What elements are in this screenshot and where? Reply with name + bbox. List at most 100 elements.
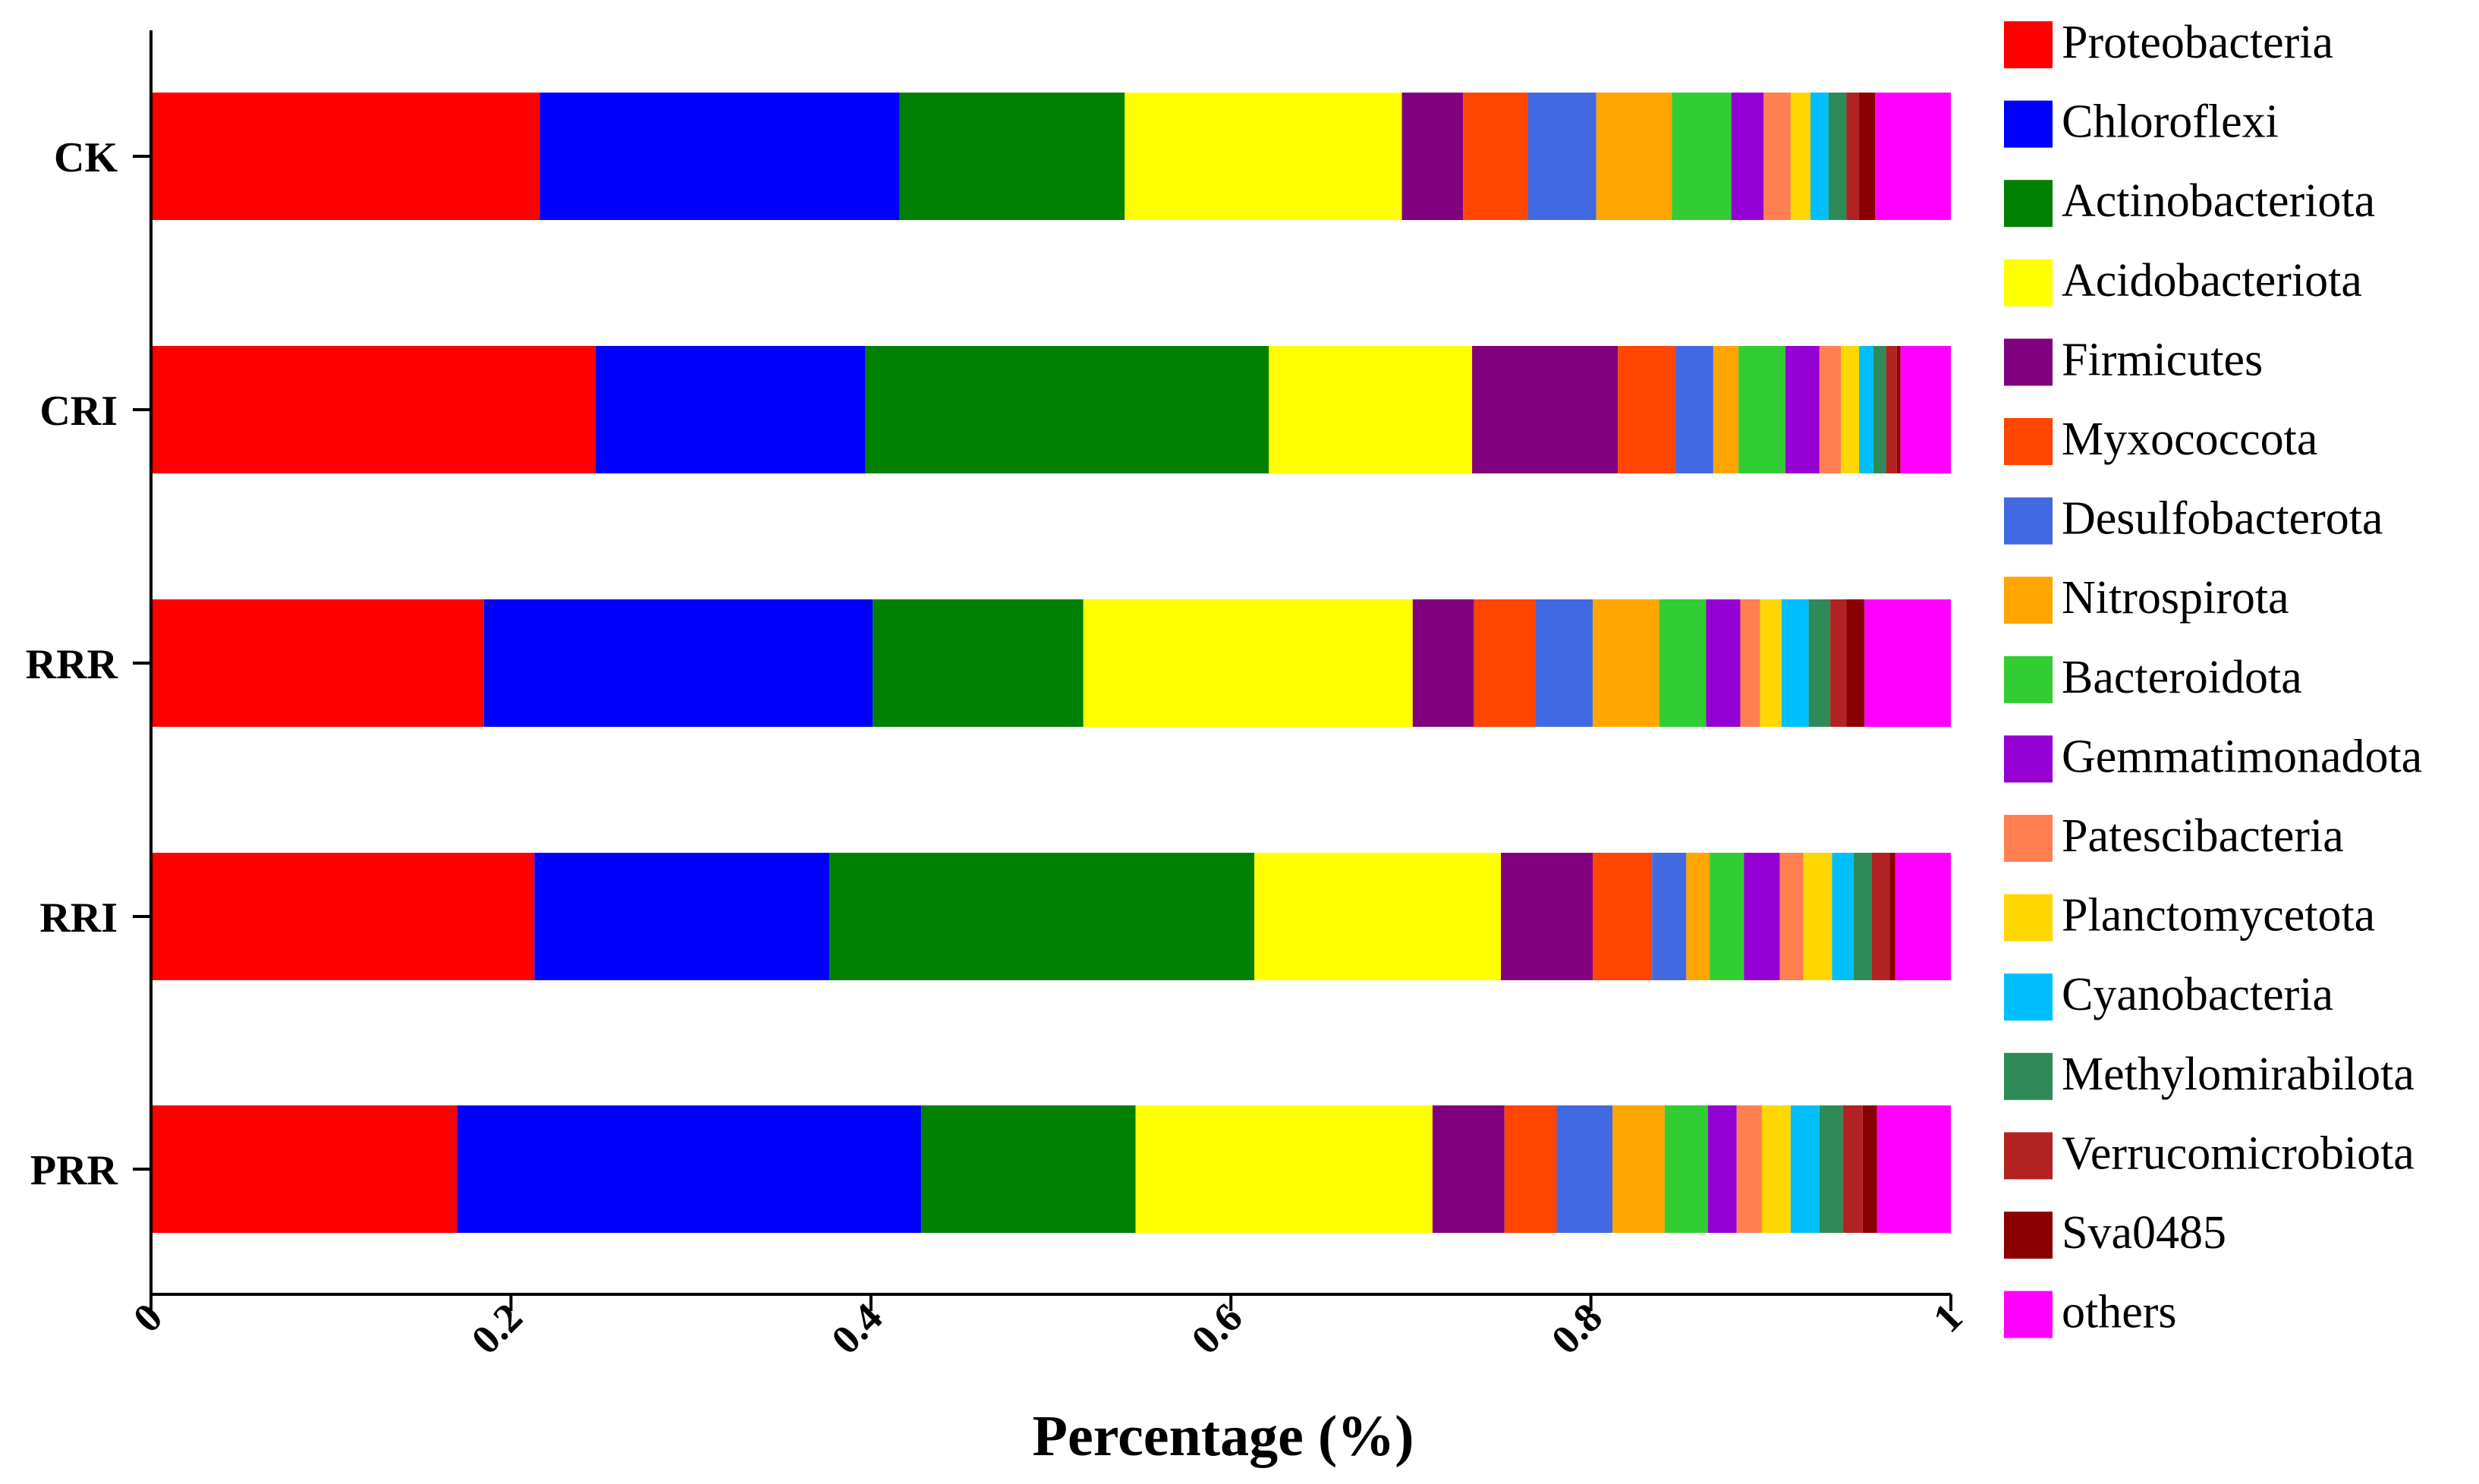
x-axis-title: Percentage (%) [1033, 1404, 1414, 1468]
bar-group-rrr [151, 599, 1951, 727]
bar-segment-rri-methylomirabilota [1853, 853, 1872, 980]
legend-swatch [2004, 338, 2053, 386]
bar-segment-rrr-chloroflexi [483, 599, 873, 727]
bar-segment-cri-bacteroidota [1738, 346, 1785, 473]
bar-segment-cri-myxococcota [1618, 346, 1676, 473]
bar-segment-cri-cyanobacteria [1859, 346, 1874, 473]
bar-segment-rri-firmicutes [1501, 853, 1593, 980]
bar-segment-cri-sva0485 [1896, 346, 1901, 473]
legend-swatch [2004, 180, 2053, 228]
bar-segment-prr-bacteroidota [1664, 1105, 1708, 1233]
bar-segment-rri-actinobacteriota [829, 853, 1255, 980]
legend-label: Proteobacteria [2062, 17, 2333, 68]
bar-segment-prr-verrucomicrobiota [1842, 1105, 1863, 1233]
legend-label: Methylomirabilota [2062, 1049, 2415, 1100]
legend-label: Chloroflexi [2062, 96, 2279, 148]
bar-segment-rrr-methylomirabilota [1808, 599, 1831, 727]
bar-segment-cri-proteobacteria [151, 346, 596, 473]
legend-label: Acidobacteriota [2062, 255, 2362, 307]
bar-segment-rri-planctomycetota [1803, 853, 1833, 980]
bar-segment-rri-verrucomicrobiota [1871, 853, 1890, 980]
bar-segment-rrr-patescibacteria [1740, 599, 1760, 727]
bar-segment-rrr-desulfobacterota [1535, 599, 1593, 727]
bar-segment-cri-verrucomicrobiota [1886, 346, 1897, 473]
bar-segment-ck-gemmatimonadota [1731, 93, 1764, 220]
bar-segment-prr-firmicutes [1432, 1105, 1505, 1233]
bar-segment-prr-myxococcota [1504, 1105, 1557, 1233]
bar-segment-ck-myxococcota [1463, 93, 1528, 220]
legend-swatch [2004, 577, 2053, 624]
y-ticks-layer: CK CRI RRR RRI PRR [26, 134, 151, 1194]
legend-label: Planctomycetota [2062, 890, 2375, 942]
bar-segment-cri-nitrospirota [1713, 346, 1739, 473]
legend-item-chloroflexi: Chloroflexi [2004, 96, 2279, 148]
bar-segment-cri-methylomirabilota [1873, 346, 1886, 473]
legend-swatch [2004, 418, 2053, 465]
x-ticks-layer: 0 0.2 0.4 0.6 0.8 1 [124, 1294, 1971, 1363]
legend-label: Patescibacteria [2062, 810, 2344, 862]
legend-item-desulfobacterota: Desulfobacterota [2004, 493, 2383, 545]
legend-item-nitrospirota: Nitrospirota [2004, 572, 2289, 624]
y-tick-label-rrr: RRR [26, 641, 118, 688]
legend: Proteobacteria Chloroflexi Actinobacteriot… [2004, 17, 2422, 1338]
bar-segment-rri-cyanobacteria [1832, 853, 1854, 980]
legend-item-gemmatimonadota: Gemmatimonadota [2004, 731, 2422, 783]
bar-segment-prr-sva0485 [1862, 1105, 1877, 1233]
bar-segment-prr-cyanobacteria [1790, 1105, 1820, 1233]
bar-segment-rri-acidobacteriota [1254, 853, 1501, 980]
bar-group-ck [151, 93, 1951, 220]
x-tick-label: 0 [124, 1294, 171, 1341]
legend-label: Bacteroidota [2062, 652, 2302, 703]
bar-segment-ck-patescibacteria [1763, 93, 1791, 220]
legend-label: Desulfobacterota [2062, 493, 2383, 545]
x-tick-label: 0.8 [1543, 1294, 1611, 1363]
bar-segment-ck-actinobacteriota [899, 93, 1125, 220]
bar-segment-rri-chloroflexi [534, 853, 830, 980]
bar-segment-cri-planctomycetota [1841, 346, 1860, 473]
bar-segment-cri-gemmatimonadota [1785, 346, 1820, 473]
x-tick-label: 0.2 [463, 1294, 531, 1363]
bar-segment-cri-acidobacteriota [1269, 346, 1473, 473]
bar-segment-ck-proteobacteria [151, 93, 540, 220]
bar-segment-cri-desulfobacterota [1675, 346, 1713, 473]
bar-segment-cri-patescibacteria [1819, 346, 1842, 473]
legend-item-myxococcota: Myxococcota [2004, 413, 2317, 465]
legend-swatch [2004, 259, 2053, 307]
bar-segment-prr-patescibacteria [1736, 1105, 1762, 1233]
bar-segment-rri-gemmatimonadota [1744, 853, 1780, 980]
bar-segment-ck-nitrospirota [1596, 93, 1672, 220]
legend-item-proteobacteria: Proteobacteria [2004, 17, 2333, 68]
legend-item-verrucomicrobiota: Verrucomicrobiota [2004, 1127, 2415, 1180]
legend-item-sva0485: Sva0485 [2004, 1207, 2226, 1259]
bar-segment-cri-chloroflexi [595, 346, 866, 473]
bar-segment-rrr-planctomycetota [1760, 599, 1782, 727]
bar-segment-rrr-others [1864, 599, 1951, 727]
bar-segment-rrr-myxococcota [1474, 599, 1536, 727]
bar-segment-rrr-firmicutes [1412, 599, 1474, 727]
bar-segment-ck-methylomirabilota [1828, 93, 1847, 220]
bar-segment-rrr-acidobacteriota [1083, 599, 1413, 727]
bar-segment-ck-chloroflexi [540, 93, 900, 220]
bar-segment-rri-others [1895, 853, 1951, 980]
bar-segment-rrr-actinobacteriota [873, 599, 1084, 727]
y-tick-label-ck: CK [54, 134, 118, 181]
bar-segment-rri-patescibacteria [1779, 853, 1804, 980]
legend-item-actinobacteriota: Actinobacteriota [2004, 175, 2375, 228]
bars-layer [151, 93, 1951, 1233]
legend-label: Actinobacteriota [2062, 175, 2375, 227]
legend-label: Cyanobacteria [2062, 969, 2333, 1020]
bar-segment-rrr-nitrospirota [1592, 599, 1659, 727]
legend-item-acidobacteriota: Acidobacteriota [2004, 255, 2362, 307]
bar-segment-prr-chloroflexi [457, 1105, 922, 1233]
bar-segment-rri-myxococcota [1592, 853, 1653, 980]
legend-item-others: others [2004, 1287, 2177, 1338]
legend-swatch [2004, 497, 2053, 545]
bar-segment-ck-bacteroidota [1672, 93, 1732, 220]
bar-segment-prr-others [1877, 1105, 1951, 1233]
legend-swatch [2004, 1212, 2053, 1259]
legend-swatch [2004, 100, 2053, 148]
legend-item-methylomirabilota: Methylomirabilota [2004, 1049, 2415, 1100]
bar-group-cri [151, 346, 1951, 473]
bar-segment-ck-others [1875, 93, 1951, 220]
